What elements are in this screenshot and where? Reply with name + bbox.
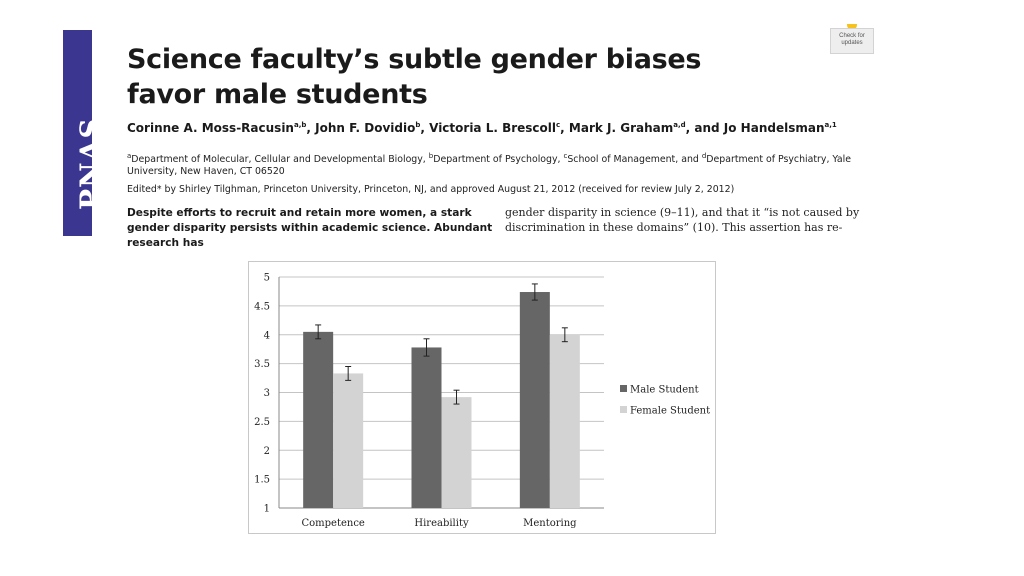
crossmark-icon <box>847 24 857 30</box>
legend-swatch <box>620 385 627 392</box>
bar <box>549 334 580 508</box>
y-tick-label: 4 <box>264 330 270 341</box>
y-tick-label: 1.5 <box>254 475 270 486</box>
x-tick-label: Mentoring <box>523 518 577 529</box>
legend-swatch <box>620 406 627 413</box>
legend-label: Female Student <box>630 406 710 417</box>
bar <box>519 292 550 508</box>
author-list: Corinne A. Moss-Racusina,b, John F. Dovi… <box>127 121 837 135</box>
x-tick-label: Hireability <box>414 518 469 529</box>
y-tick-label: 2 <box>264 446 270 457</box>
y-tick-label: 2.5 <box>254 417 270 428</box>
journal-side-bar: PNAS <box>63 30 92 236</box>
affiliations: aDepartment of Molecular, Cellular and D… <box>127 152 851 178</box>
x-tick-label: Competence <box>301 518 364 529</box>
abstract-column-left: Despite efforts to recruit and retain mo… <box>127 207 493 249</box>
y-tick-label: 1 <box>264 504 270 515</box>
body-column-right: gender disparity in science (9–11), and … <box>505 206 860 234</box>
bar <box>411 347 442 508</box>
check-for-updates-badge[interactable]: Check for updates <box>830 28 874 54</box>
bar <box>441 397 472 508</box>
bar-chart-figure: 1 1.5 2 2.5 3 3.5 4 4.5 5 Competence Hireability Me… <box>248 261 716 534</box>
paper-title: Science faculty’s subtle gender biases f… <box>127 44 702 110</box>
y-tick-label: 3.5 <box>254 359 270 370</box>
journal-logo: PNAS <box>74 117 92 210</box>
edited-by-note: Edited* by Shirley Tilghman, Princeton U… <box>127 184 735 195</box>
y-tick-label: 5 <box>264 273 270 284</box>
legend-label: Male Student <box>630 385 699 396</box>
bar <box>303 331 334 508</box>
bar <box>333 373 364 508</box>
y-tick-label: 4.5 <box>254 301 270 312</box>
y-tick-label: 3 <box>264 388 270 399</box>
bar-chart: 1 1.5 2 2.5 3 3.5 4 4.5 5 Competence Hireability Me… <box>254 273 710 530</box>
